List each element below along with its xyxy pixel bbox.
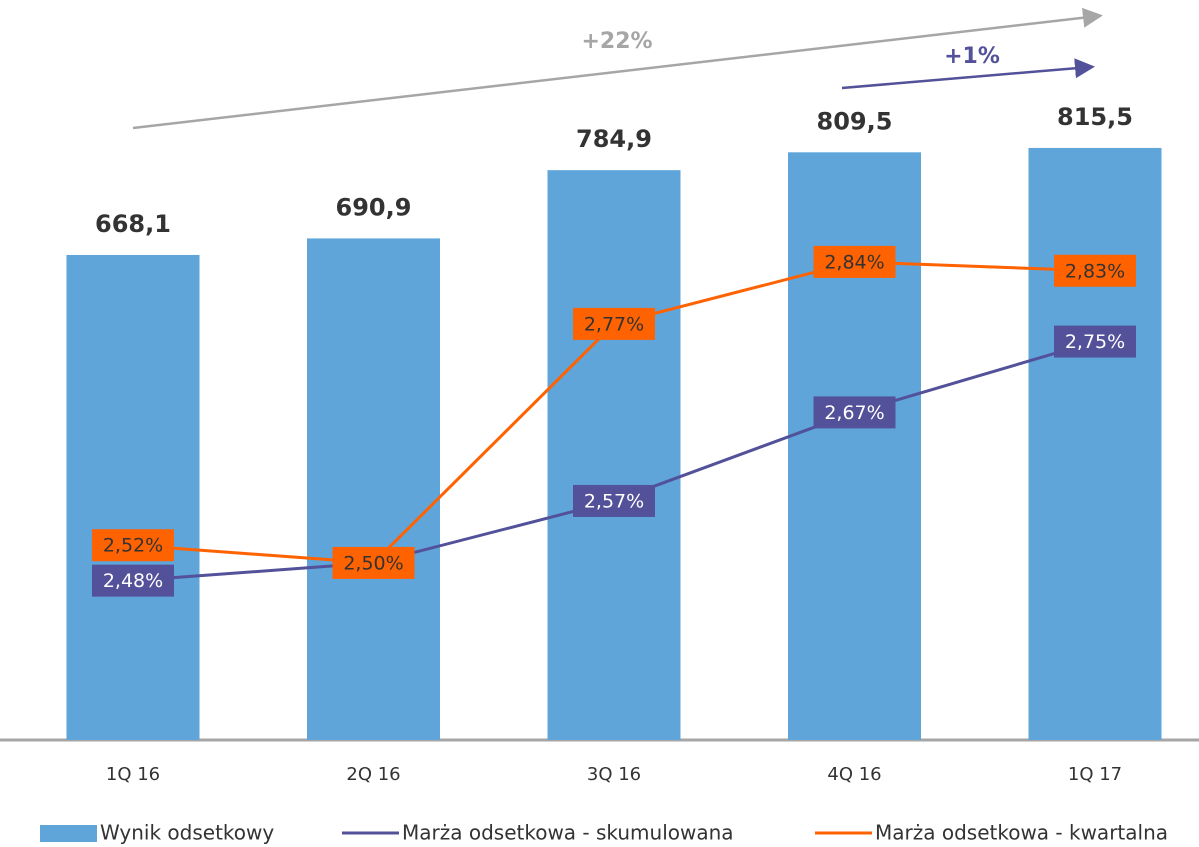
bar xyxy=(66,254,200,740)
line-value-label: 2,52% xyxy=(103,535,163,557)
legend-label: Marża odsetkowa - kwartalna xyxy=(875,821,1168,845)
bar xyxy=(547,170,681,740)
bar xyxy=(307,238,440,740)
label-box xyxy=(1054,254,1136,287)
annotation: +1% xyxy=(944,44,1000,69)
bar xyxy=(788,152,921,741)
trend-arrow xyxy=(132,7,1103,130)
bar-value-label: 784,9 xyxy=(576,125,652,153)
legend-label: Marża odsetkowa - skumulowana xyxy=(402,821,734,845)
label-box xyxy=(813,245,896,278)
x-tick-label: 3Q 16 xyxy=(587,764,641,785)
line-value-label: 2,57% xyxy=(584,490,644,512)
label-box xyxy=(92,529,174,562)
line-value-label: 2,84% xyxy=(824,251,884,273)
label-box xyxy=(332,546,415,579)
legend-label: Wynik odsetkowy xyxy=(100,821,274,845)
label-box xyxy=(92,564,174,597)
bar-value-label: 690,9 xyxy=(336,193,412,221)
line-value-label: 2,48% xyxy=(103,570,163,592)
trend-arrow xyxy=(841,58,1095,90)
x-tick-label: 1Q 17 xyxy=(1068,764,1122,785)
label-box xyxy=(573,484,655,517)
bar-value-label: 668,1 xyxy=(95,210,171,238)
bar-value-label: 809,5 xyxy=(817,107,893,135)
annotation: +22% xyxy=(581,29,652,54)
line-value-label: 2,75% xyxy=(1065,331,1125,353)
bar-value-label: 815,5 xyxy=(1057,103,1133,131)
bar xyxy=(1028,147,1162,740)
line-value-label: 2,83% xyxy=(1065,260,1125,282)
line-value-label: 2,67% xyxy=(824,402,884,424)
x-tick-label: 2Q 16 xyxy=(346,764,400,785)
legend-swatch xyxy=(40,825,97,842)
line-value-label: 2,50% xyxy=(343,552,403,574)
x-tick-label: 4Q 16 xyxy=(827,764,881,785)
label-box xyxy=(813,396,896,429)
label-box xyxy=(573,307,655,340)
line-value-label: 2,77% xyxy=(584,313,644,335)
x-tick-label: 1Q 16 xyxy=(106,764,160,785)
label-box xyxy=(1054,325,1136,358)
